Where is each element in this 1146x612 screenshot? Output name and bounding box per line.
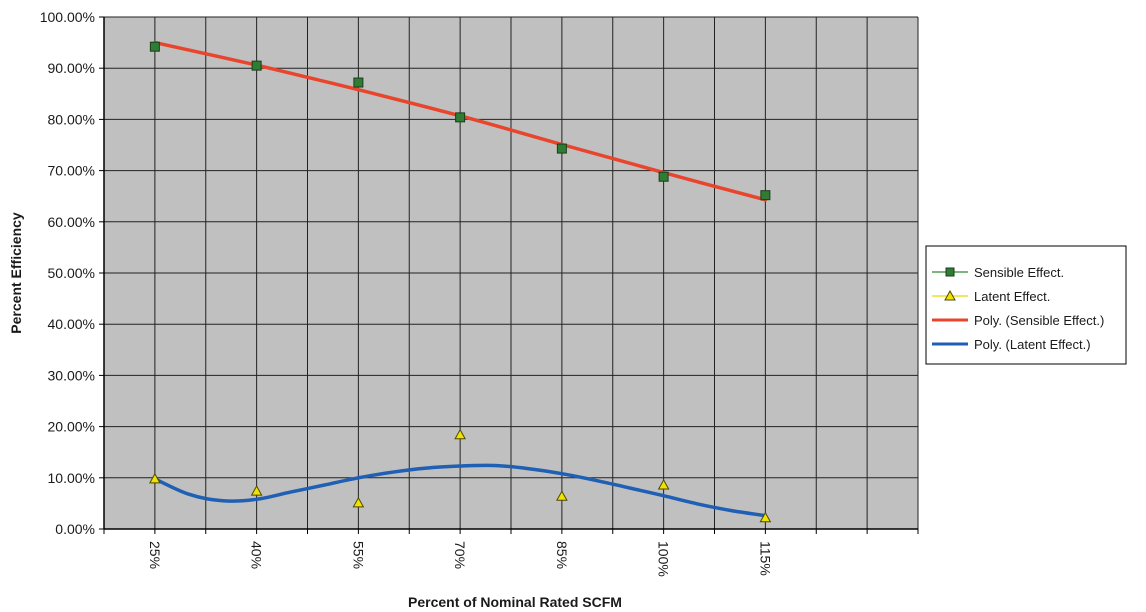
data-point-latent [759, 511, 772, 523]
data-point-latent [556, 490, 568, 501]
legend-label-poly-sensible: Poly. (Sensible Effect.) [974, 313, 1104, 328]
y-tick-label: 100.00% [40, 9, 95, 25]
x-tick-label: 100% [656, 541, 672, 577]
data-point-sensible [353, 77, 364, 88]
y-axis-title: Percent Efficiency [8, 212, 24, 334]
y-tick-label: 20.00% [48, 419, 95, 435]
data-point-latent [657, 478, 670, 490]
y-tick-label: 60.00% [48, 214, 95, 230]
tick-labels: 0.00% 10.00% 20.00% 30.00% 40.00% 50.00% 60.00… [40, 9, 774, 577]
legend-item-poly-sensible: Poly. (Sensible Effect.) [932, 313, 1104, 328]
x-tick-label: 70% [452, 541, 468, 569]
data-point-sensible [455, 112, 466, 123]
legend-item-poly-latent: Poly. (Latent Effect.) [932, 337, 1091, 352]
x-tick-label: 115% [757, 541, 773, 576]
data-markers [149, 41, 772, 523]
data-point-sensible [149, 41, 160, 52]
legend-triangle-marker [944, 289, 956, 301]
data-point-latent [352, 496, 365, 508]
legend: Sensible Effect. Latent Effect. Poly. (S… [925, 245, 1127, 365]
x-axis-title: Percent of Nominal Rated SCFM [408, 594, 622, 610]
legend-square-marker [945, 267, 955, 277]
trendline-latent [153, 463, 768, 518]
y-tick-label: 70.00% [48, 163, 95, 179]
data-point-latent [250, 485, 263, 496]
data-point-sensible [760, 190, 771, 201]
data-point-sensible [251, 60, 262, 71]
y-tick-label: 10.00% [48, 470, 95, 486]
legend-label-latent: Latent Effect. [974, 289, 1050, 304]
y-tick-label: 80.00% [48, 111, 95, 127]
legend-item-sensible: Sensible Effect. [932, 265, 1064, 280]
x-tick-label: 40% [249, 541, 265, 569]
legend-item-latent: Latent Effect. [932, 289, 1050, 304]
y-tick-label: 0.00% [55, 521, 95, 537]
y-tick-label: 30.00% [48, 367, 95, 383]
y-tick-label: 40.00% [48, 316, 95, 332]
data-point-latent [149, 472, 161, 484]
legend-label-poly-latent: Poly. (Latent Effect.) [974, 337, 1091, 352]
data-point-sensible [556, 143, 567, 154]
grid [103, 16, 919, 530]
y-tick-label: 90.00% [48, 60, 95, 76]
x-tick-label: 25% [147, 541, 163, 569]
data-point-sensible [658, 171, 669, 182]
x-tick-label: 85% [554, 541, 570, 569]
x-tick-label: 55% [350, 541, 366, 569]
data-point-latent [454, 428, 466, 440]
y-tick-label: 50.00% [48, 265, 95, 281]
axes [99, 16, 919, 534]
legend-label-sensible: Sensible Effect. [974, 265, 1064, 280]
